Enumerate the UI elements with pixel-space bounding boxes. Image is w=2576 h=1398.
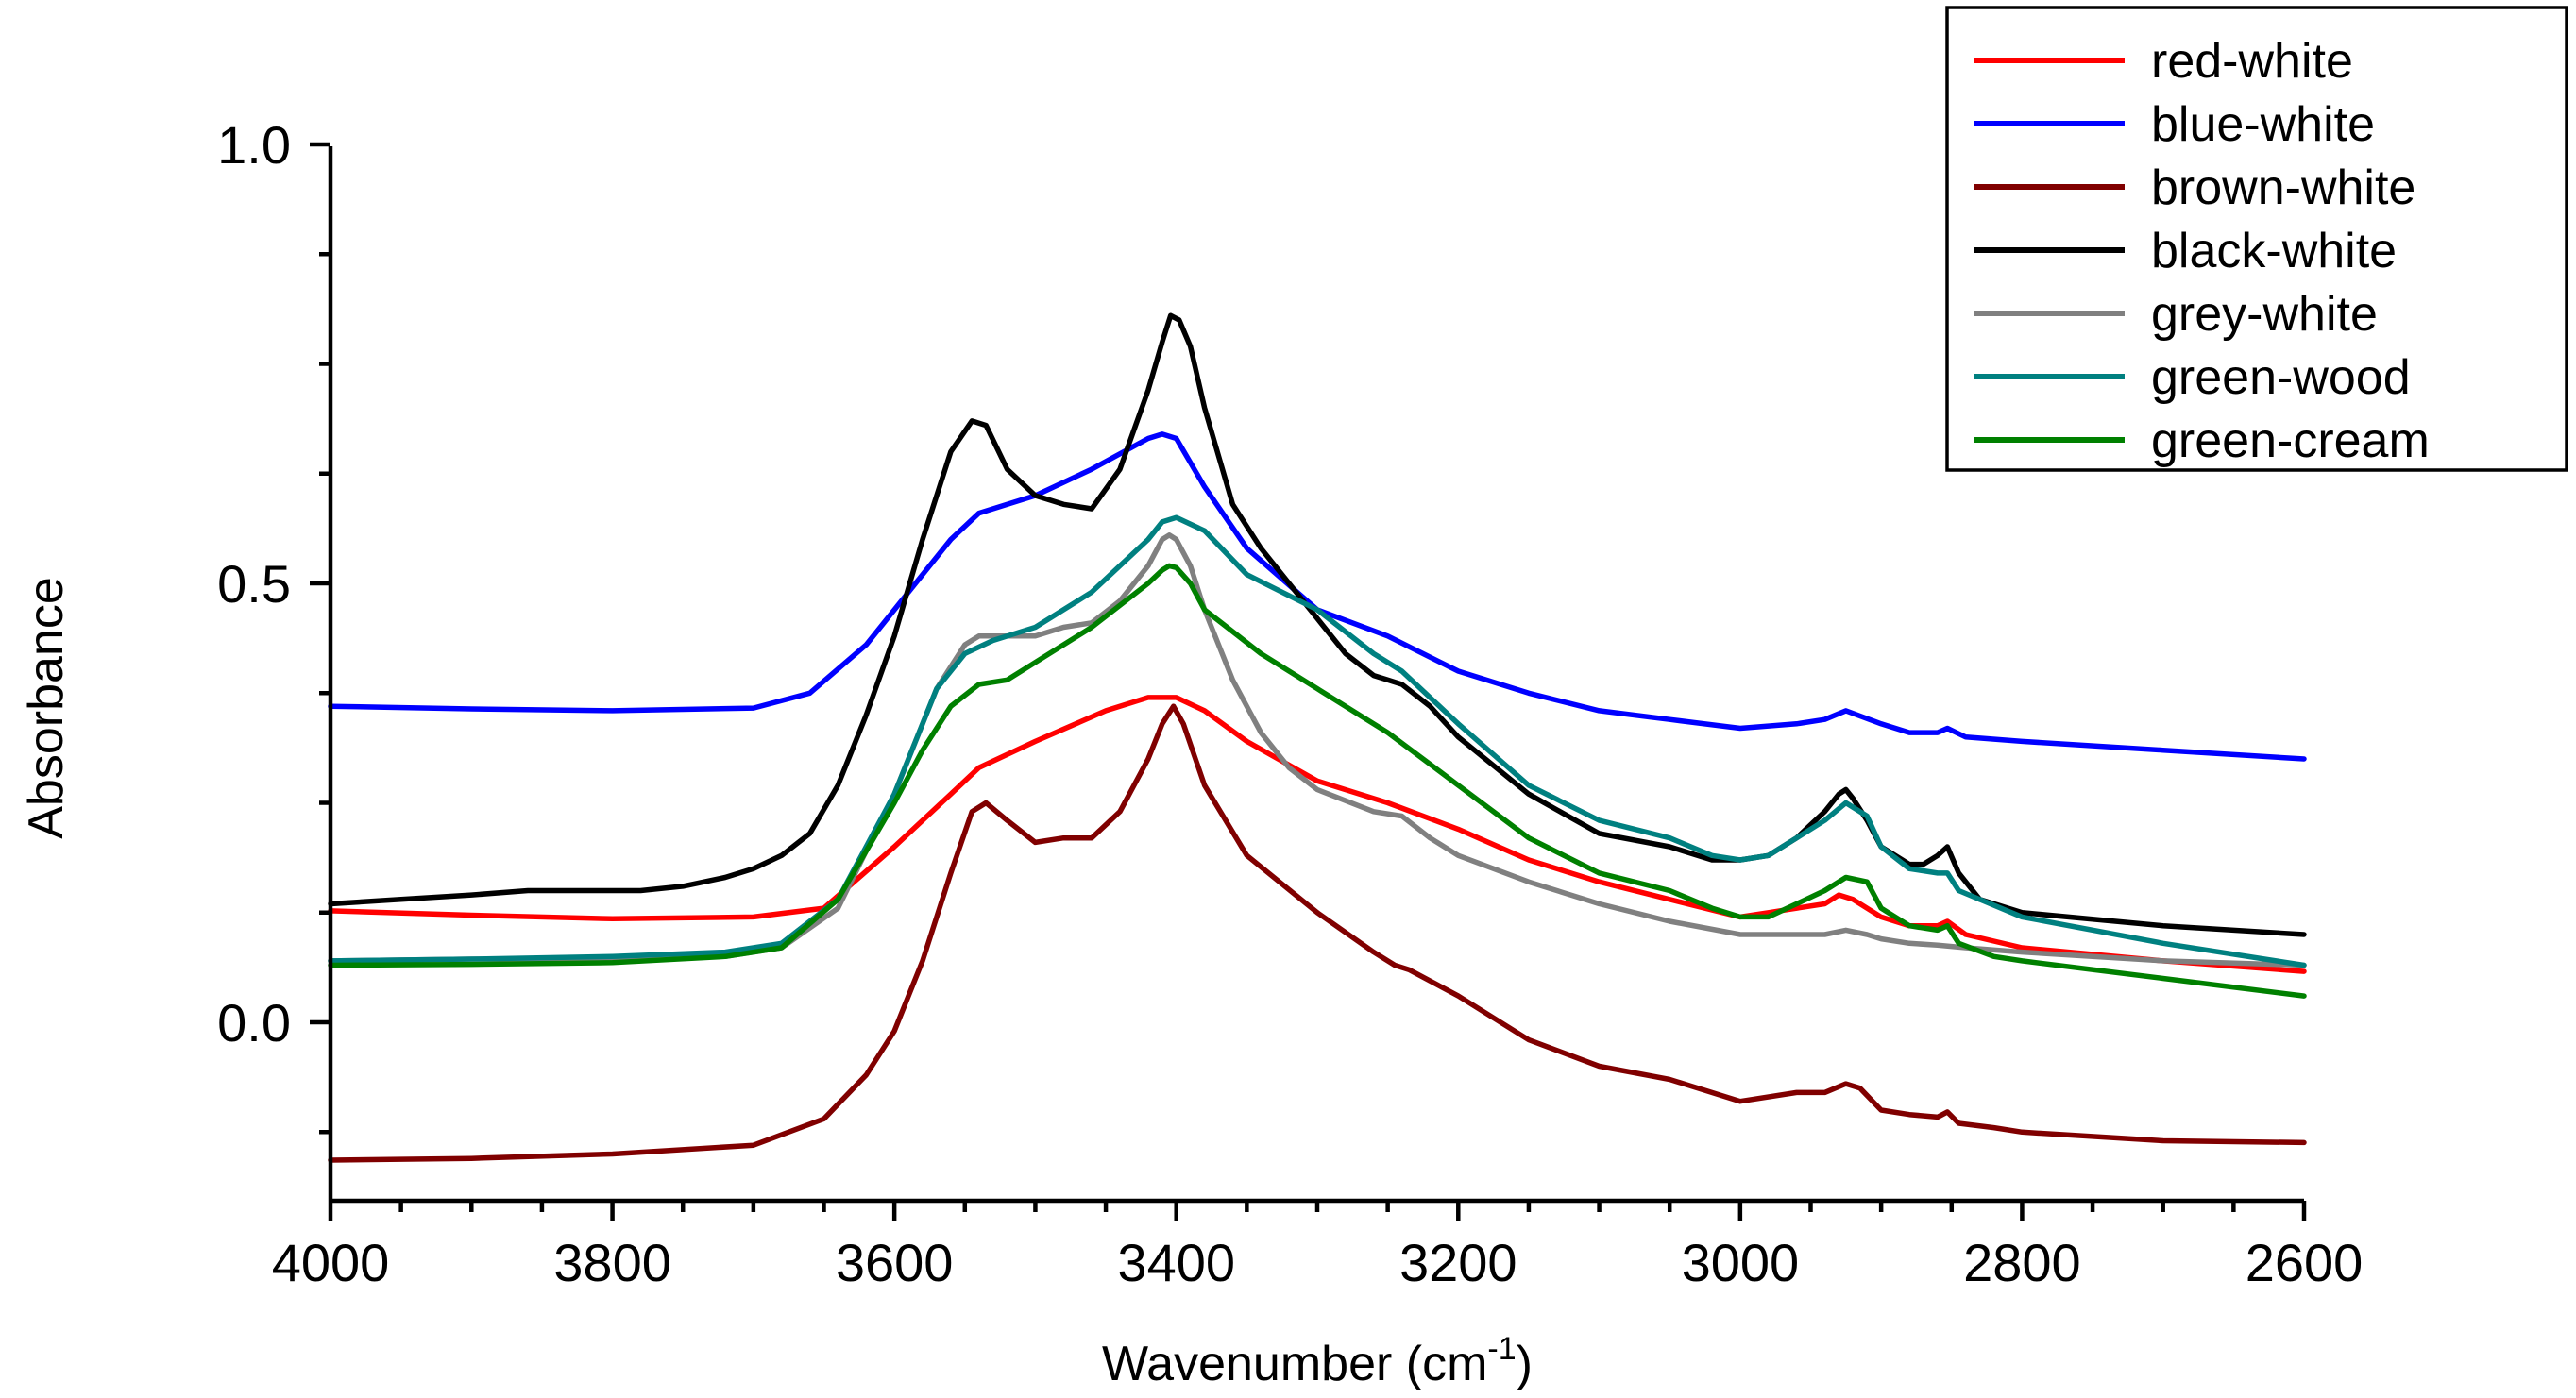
legend-label-blue-white: blue-white [2151,97,2375,152]
y-axis-title: Absorbance [19,577,74,839]
y-tick-label: 1.0 [217,115,291,175]
series-line-blue-white [328,431,2307,762]
series-layer [328,312,2307,1163]
series-line-green-cream [328,563,2307,999]
legend-label-grey-white: grey-white [2151,287,2378,342]
y-tick-label: 0.5 [217,554,291,614]
x-tick-label: 3000 [1682,1233,1800,1292]
axes-layer: 4000 3800 3600 3400 3200 3000 2800 2600 1.0 0.5 0.… [19,115,2363,1391]
x-tick-label: 3200 [1399,1233,1517,1292]
x-tick-label: 2600 [2246,1233,2364,1292]
legend-label-brown-white: brown-white [2151,160,2415,215]
x-tick-label: 3800 [553,1233,671,1292]
x-tick-label: 3400 [1117,1233,1235,1292]
series-line-brown-white [328,703,2307,1163]
legend-box [1945,6,2568,472]
series-line-grey-white [328,532,2307,968]
legend-label-black-white: black-white [2151,224,2397,278]
x-tick-label: 4000 [272,1233,390,1292]
legend-label-green-cream: green-cream [2151,413,2430,468]
legend-label-green-wood: green-wood [2151,350,2411,405]
y-tick-label: 0.0 [217,993,291,1053]
series-line-green-wood [328,514,2307,968]
legend-label-red-white: red-white [2151,34,2353,89]
x-axis-title: Wavenumber (cm-1) [1102,1331,1533,1391]
x-tick-label: 3600 [836,1233,954,1292]
x-tick-label: 2800 [1963,1233,2081,1292]
chart-legend: red-white blue-white brown-white black-whit… [1945,6,2568,472]
